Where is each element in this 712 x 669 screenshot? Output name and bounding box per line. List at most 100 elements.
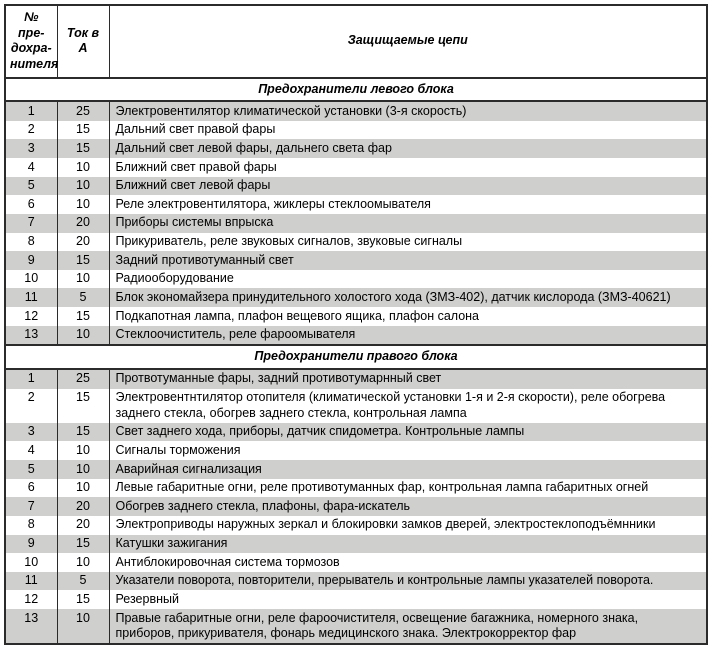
table-row: 510Аварийная сигнализация bbox=[5, 460, 707, 479]
fuse-description: Указатели поворота, повторители, прерыва… bbox=[109, 572, 707, 591]
fuse-current: 10 bbox=[57, 479, 109, 498]
table-row: 315Дальний свет левой фары, дальнего све… bbox=[5, 139, 707, 158]
fuse-current: 15 bbox=[57, 590, 109, 609]
fuse-current: 10 bbox=[57, 158, 109, 177]
fuse-description: Электровентнтилятор отопителя (климатиче… bbox=[109, 389, 707, 423]
table-row: 820Прикуриватель, реле звуковых сигналов… bbox=[5, 233, 707, 252]
fuse-description: Ближний свет левой фары bbox=[109, 177, 707, 196]
fuse-description: Свет заднего хода, приборы, датчик спидо… bbox=[109, 423, 707, 442]
fuse-description: Подкапотная лампа, плафон вещевого ящика… bbox=[109, 307, 707, 326]
fuse-description: Электровентилятор климатической установк… bbox=[109, 101, 707, 121]
table-row: 410Сигналы торможения bbox=[5, 441, 707, 460]
header-current-amp: Ток в А bbox=[57, 5, 109, 78]
table-header-row: № пре-дохра-нителя Ток в А Защищаемые це… bbox=[5, 5, 707, 78]
fuse-description: Электроприводы наружных зеркал и блокиро… bbox=[109, 516, 707, 535]
table-row: 510Ближний свет левой фары bbox=[5, 177, 707, 196]
fuse-description: Сигналы торможения bbox=[109, 441, 707, 460]
table-row: 915Катушки зажигания bbox=[5, 535, 707, 554]
fuse-description: Антиблокировочная система тормозов bbox=[109, 553, 707, 572]
fuse-number: 2 bbox=[5, 389, 57, 423]
fuse-current: 10 bbox=[57, 270, 109, 289]
fuse-number: 8 bbox=[5, 233, 57, 252]
fuse-number: 13 bbox=[5, 609, 57, 644]
fuse-number: 9 bbox=[5, 535, 57, 554]
fuse-number: 7 bbox=[5, 214, 57, 233]
section-title: Предохранители правого блока bbox=[5, 345, 707, 369]
table-row: 125Электровентилятор климатической устан… bbox=[5, 101, 707, 121]
table-row: 1310Правые габаритные огни, реле фароочи… bbox=[5, 609, 707, 644]
fuse-current: 10 bbox=[57, 441, 109, 460]
fuse-description: Обогрев заднего стекла, плафоны, фара-ис… bbox=[109, 497, 707, 516]
table-row: 1215Подкапотная лампа, плафон вещевого я… bbox=[5, 307, 707, 326]
fuse-description: Левые габаритные огни, реле противотуман… bbox=[109, 479, 707, 498]
table-row: 115Блок экономайзера принудительного хол… bbox=[5, 288, 707, 307]
fuse-description: Блок экономайзера принудительного холост… bbox=[109, 288, 707, 307]
fuse-number: 10 bbox=[5, 270, 57, 289]
fuse-current: 20 bbox=[57, 233, 109, 252]
table-row: 410Ближний свет правой фары bbox=[5, 158, 707, 177]
fuse-number: 6 bbox=[5, 479, 57, 498]
fuse-current: 20 bbox=[57, 214, 109, 233]
section-header: Предохранители правого блока bbox=[5, 345, 707, 369]
table-row: 610Реле электровентилятора, жиклеры стек… bbox=[5, 195, 707, 214]
table-row: 125Протвотуманные фары, задний противоту… bbox=[5, 369, 707, 389]
fuse-number: 1 bbox=[5, 101, 57, 121]
table-row: 1010Радиооборудование bbox=[5, 270, 707, 289]
fuse-number: 1 bbox=[5, 369, 57, 389]
fuse-number: 3 bbox=[5, 139, 57, 158]
fuse-current: 15 bbox=[57, 121, 109, 140]
fuse-description: Резервный bbox=[109, 590, 707, 609]
fuse-current: 10 bbox=[57, 609, 109, 644]
fuse-current: 10 bbox=[57, 553, 109, 572]
fuse-current: 10 bbox=[57, 177, 109, 196]
fuse-description: Дальний свет правой фары bbox=[109, 121, 707, 140]
fuse-number: 9 bbox=[5, 251, 57, 270]
fuse-number: 10 bbox=[5, 553, 57, 572]
fuse-description: Протвотуманные фары, задний противотумар… bbox=[109, 369, 707, 389]
fuse-current: 5 bbox=[57, 572, 109, 591]
fuse-number: 5 bbox=[5, 177, 57, 196]
table-row: 720Обогрев заднего стекла, плафоны, фара… bbox=[5, 497, 707, 516]
table-row: 610Левые габаритные огни, реле противоту… bbox=[5, 479, 707, 498]
fuse-number: 8 bbox=[5, 516, 57, 535]
fuse-description: Реле электровентилятора, жиклеры стеклоо… bbox=[109, 195, 707, 214]
fuse-number: 11 bbox=[5, 288, 57, 307]
table-body: Предохранители левого блока125Электровен… bbox=[5, 78, 707, 645]
table-row: 1215Резервный bbox=[5, 590, 707, 609]
header-protected-circuits: Защищаемые цепи bbox=[109, 5, 707, 78]
fuse-current: 10 bbox=[57, 195, 109, 214]
table-row: 215Дальний свет правой фары bbox=[5, 121, 707, 140]
fuse-description: Приборы системы впрыска bbox=[109, 214, 707, 233]
table-row: 820Электроприводы наружных зеркал и блок… bbox=[5, 516, 707, 535]
fuse-current: 15 bbox=[57, 423, 109, 442]
fuse-current: 15 bbox=[57, 307, 109, 326]
fuse-number: 6 bbox=[5, 195, 57, 214]
fuse-description: Задний противотуманный свет bbox=[109, 251, 707, 270]
fuse-description: Правые габаритные огни, реле фароочистит… bbox=[109, 609, 707, 644]
table-row: 1310Стеклоочиститель, реле фароомывателя bbox=[5, 326, 707, 346]
fuse-current: 15 bbox=[57, 389, 109, 423]
fuse-number: 12 bbox=[5, 307, 57, 326]
fuse-number: 12 bbox=[5, 590, 57, 609]
fuse-description: Ближний свет правой фары bbox=[109, 158, 707, 177]
header-fuse-number: № пре-дохра-нителя bbox=[5, 5, 57, 78]
fuse-number: 3 bbox=[5, 423, 57, 442]
table-row: 215Электровентнтилятор отопителя (климат… bbox=[5, 389, 707, 423]
fuse-number: 2 bbox=[5, 121, 57, 140]
table-row: 315Свет заднего хода, приборы, датчик сп… bbox=[5, 423, 707, 442]
fuse-current: 25 bbox=[57, 101, 109, 121]
fuse-number: 11 bbox=[5, 572, 57, 591]
section-header: Предохранители левого блока bbox=[5, 78, 707, 102]
fuse-number: 4 bbox=[5, 441, 57, 460]
fuse-current: 15 bbox=[57, 139, 109, 158]
fuse-number: 4 bbox=[5, 158, 57, 177]
fuse-description: Катушки зажигания bbox=[109, 535, 707, 554]
table-row: 1010Антиблокировочная система тормозов bbox=[5, 553, 707, 572]
fuse-current: 15 bbox=[57, 535, 109, 554]
table-row: 915Задний противотуманный свет bbox=[5, 251, 707, 270]
fuse-current: 15 bbox=[57, 251, 109, 270]
section-title: Предохранители левого блока bbox=[5, 78, 707, 102]
fuse-current: 5 bbox=[57, 288, 109, 307]
fuse-number: 5 bbox=[5, 460, 57, 479]
fuse-number: 13 bbox=[5, 326, 57, 346]
